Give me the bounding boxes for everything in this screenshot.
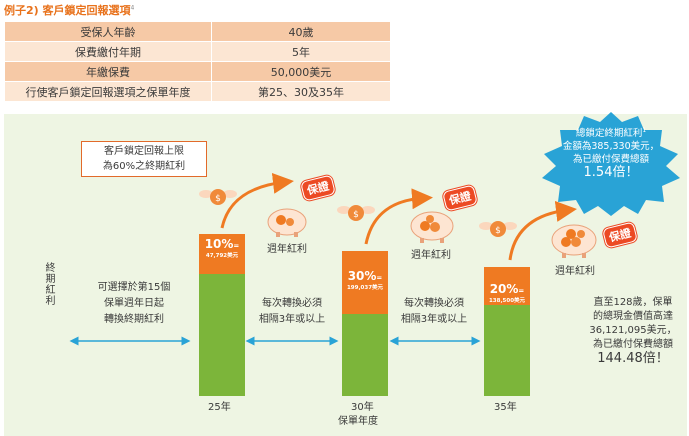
piggy-bank-icon xyxy=(410,211,454,243)
row-label: 行使客戶鎖定回報選項之保單年度 xyxy=(5,81,212,102)
annual-bonus-label: 週年紅利 xyxy=(267,244,307,255)
svg-text:$: $ xyxy=(215,194,221,204)
row-value: 50,000美元 xyxy=(211,61,390,82)
text-line: 相隔3年或以上 xyxy=(400,314,468,325)
text-line: 可選擇於第15個 xyxy=(97,282,171,293)
total-locked-callout: 總鎖定終期紅利1 金額為385,330美元， 為已繳付保費總額 1.54倍！ xyxy=(552,124,670,179)
row-label: 保費繳付年期 xyxy=(5,41,212,62)
callout-line: 為已繳付保費總額 xyxy=(572,154,649,166)
locked-amount: 47,792美元 xyxy=(205,253,239,259)
winged-coin-icon: $ xyxy=(337,205,375,221)
callout-multiple: 1.54倍！ xyxy=(583,165,639,181)
svg-text:$: $ xyxy=(353,210,359,220)
summary-line: 36,121,095美元， xyxy=(589,325,677,336)
table-row: 受保人年齡 40歲 xyxy=(5,22,390,42)
terminal-bonus-bar-35 xyxy=(484,305,530,396)
summary-line: 的總現金價值高達 xyxy=(593,311,673,322)
lock-cap-note: 客戶鎖定回報上限 為60%之終期紅利 xyxy=(81,141,207,177)
text-line: 每次轉換必須 xyxy=(262,298,322,309)
table-row: 保費繳付年期 5年 xyxy=(5,41,390,62)
terminal-bonus-bar-30 xyxy=(342,314,388,396)
locked-pct: 30% xyxy=(347,269,377,283)
locked-pct: 20% xyxy=(489,282,519,296)
summary-line: 直至128歲，保單 xyxy=(593,297,673,308)
transfer-arrow-2 xyxy=(364,188,433,245)
conversion-gap-text-1: 每次轉換必須 相隔3年或以上 xyxy=(244,296,340,328)
locked-pct: 10% xyxy=(204,237,234,251)
y-axis-label: 終期紅利 xyxy=(43,262,54,306)
piggy-bank-icon xyxy=(267,208,307,237)
row-label: 年繳保費 xyxy=(5,61,212,82)
row-label: 受保人年齡 xyxy=(5,22,212,42)
footnote-marker: 4 xyxy=(130,4,135,12)
transfer-arrow-1 xyxy=(220,172,294,229)
footnote-marker: 1 xyxy=(642,127,647,134)
cash-value-summary: 直至128歲，保單 的總現金價值高達 36,121,095美元， 為已繳付保費總… xyxy=(574,296,689,366)
year-label: 25年 xyxy=(208,402,231,413)
example-title-text: 例子2) 客戶鎖定回報選項 xyxy=(4,4,131,17)
locked-amount: 138,500美元 xyxy=(488,298,526,304)
winged-coin-icon: $ xyxy=(199,189,237,205)
row-value: 40歲 xyxy=(211,22,390,42)
locked-portion-35: 20%= 138,500美元 xyxy=(484,267,530,305)
annual-bonus-label: 週年紅利 xyxy=(411,250,451,261)
equals-sign: = xyxy=(233,242,240,250)
table-row: 行使客戶鎖定回報選項之保單年度 第25、30及35年 xyxy=(5,81,390,102)
locked-portion-30: 30%= 199,037美元 xyxy=(342,251,388,314)
locked-amount: 199,037美元 xyxy=(346,285,384,291)
annual-bonus-label: 週年紅利 xyxy=(555,266,595,277)
equals-sign: = xyxy=(518,287,525,295)
equals-sign: = xyxy=(376,274,383,282)
lock-cap-note-line1: 客戶鎖定回報上限 xyxy=(104,146,184,157)
text-line: 每次轉換必須 xyxy=(404,298,464,309)
year-label: 35年 xyxy=(494,402,517,413)
year-label: 30年 xyxy=(351,402,374,413)
x-axis-label: 保單年度 xyxy=(338,416,378,427)
summary-multiple: 144.48倍！ xyxy=(597,351,669,366)
example-title: 例子2) 客戶鎖定回報選項4 xyxy=(4,2,134,18)
summary-line: 為已繳付保費總額 xyxy=(593,339,673,350)
row-value: 第25、30及35年 xyxy=(211,81,390,102)
text-line: 保單週年日起 xyxy=(104,298,164,309)
winged-coin-icon: $ xyxy=(479,221,517,237)
first-conversion-text: 可選擇於第15個 保單週年日起 轉換終期紅利 xyxy=(84,280,184,328)
transfer-arrow-3 xyxy=(508,200,577,261)
terminal-bonus-bar-25 xyxy=(199,274,245,396)
piggy-bank-icon xyxy=(551,224,597,258)
lock-cap-note-line2: 為60%之終期紅利 xyxy=(102,161,186,172)
text-line: 相隔3年或以上 xyxy=(258,314,326,325)
conversion-gap-text-2: 每次轉換必須 相隔3年或以上 xyxy=(386,296,482,328)
callout-line: 總鎖定終期紅利 xyxy=(575,128,643,140)
locked-portion-25: 10%= 47,792美元 xyxy=(199,234,245,274)
parameters-table: 受保人年齡 40歲 保費繳付年期 5年 年繳保費 50,000美元 行使客戶鎖定回報選… xyxy=(5,22,390,102)
svg-text:$: $ xyxy=(495,226,501,236)
callout-line: 金額為385,330美元， xyxy=(562,141,660,153)
table-row: 年繳保費 50,000美元 xyxy=(5,61,390,82)
row-value: 5年 xyxy=(211,41,390,62)
text-line: 轉換終期紅利 xyxy=(104,314,164,325)
starburst-shape xyxy=(542,112,680,216)
